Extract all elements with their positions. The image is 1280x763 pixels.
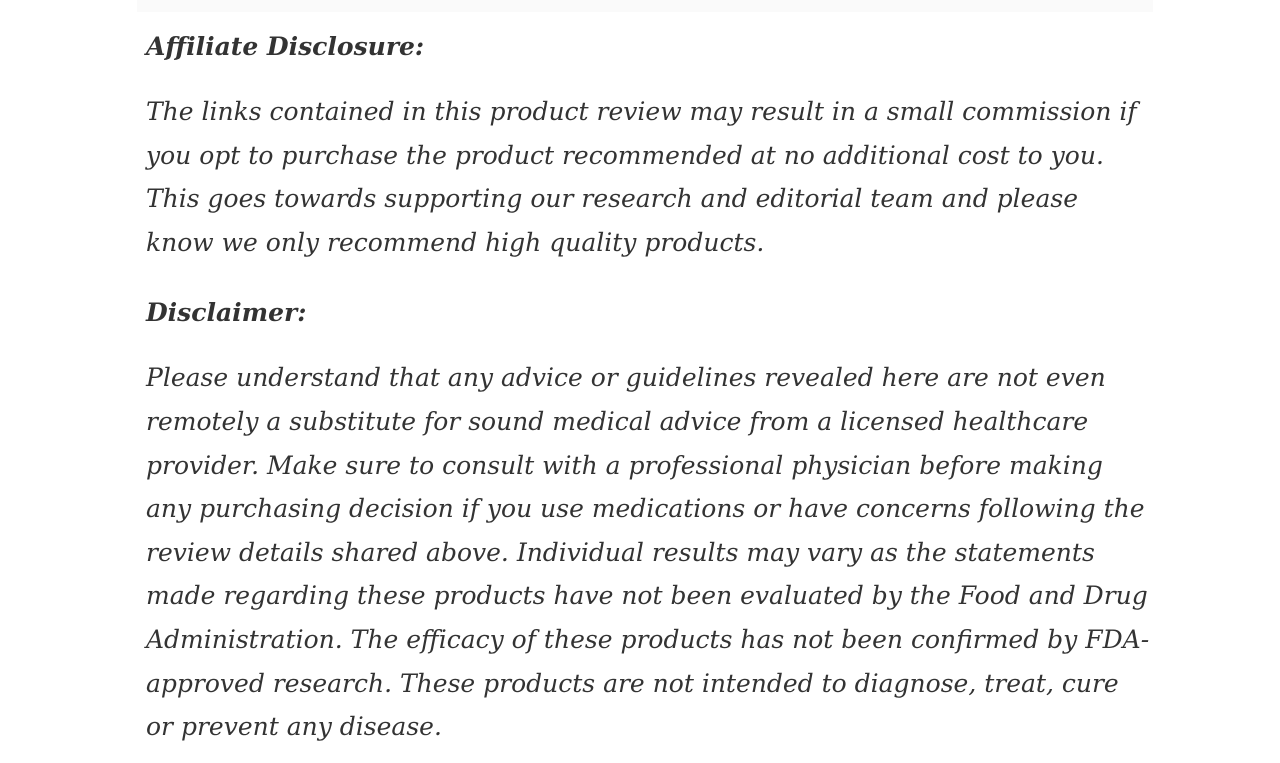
- disclaimer-heading: Disclaimer:: [146, 298, 307, 328]
- affiliate-disclosure-heading: Affiliate Disclosure:: [146, 32, 425, 61]
- content-column: Affiliate Disclosure: The links containe…: [137, 0, 1153, 749]
- affiliate-disclosure-text: The links contained in this product revi…: [146, 97, 1137, 257]
- top-strip: [137, 0, 1153, 12]
- disclaimer-text: Please understand that any advice or gui…: [146, 363, 1150, 742]
